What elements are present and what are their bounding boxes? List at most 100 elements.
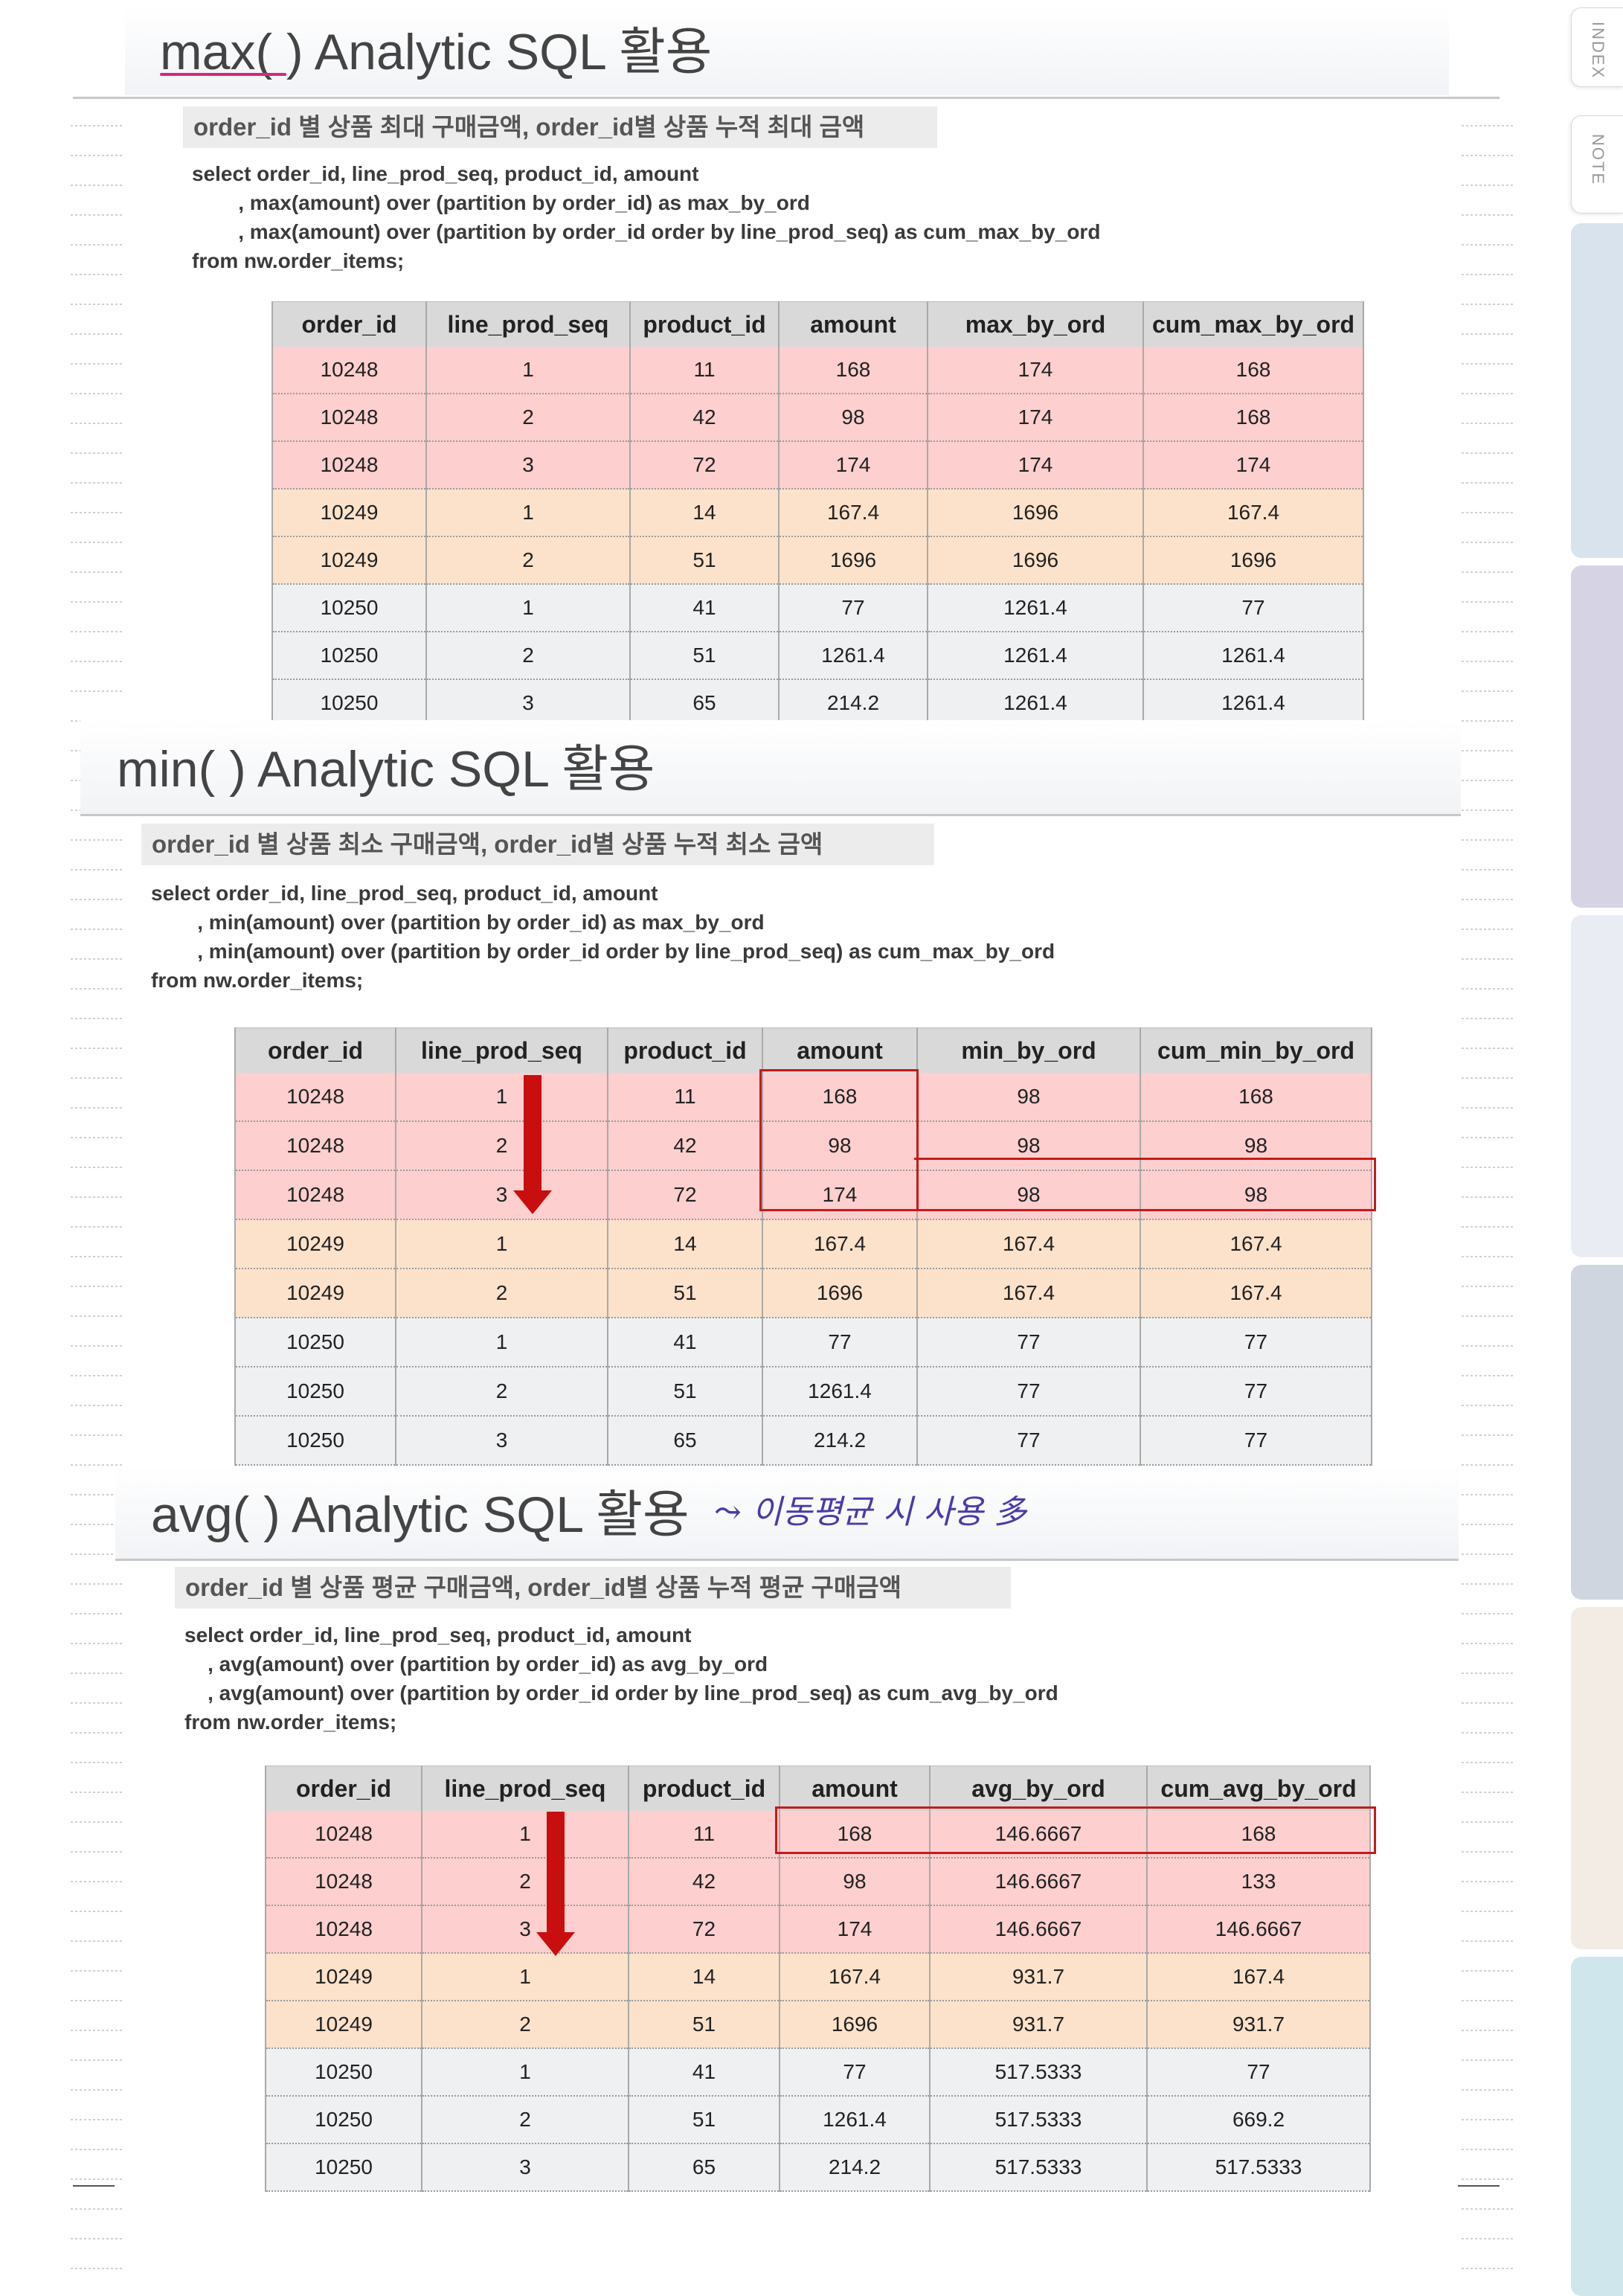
- table-cell: 931.7: [929, 1953, 1148, 2001]
- table-cell: 1: [425, 489, 631, 537]
- table-cell: 98: [1140, 1121, 1372, 1171]
- note-arrow-icon: ⤳: [714, 1493, 752, 1531]
- table-cell: 1: [395, 1219, 608, 1269]
- sql-line: , min(amount) over (partition by order_i…: [151, 940, 1055, 963]
- table-row: 10248 1 11 168 98 168: [234, 1073, 1372, 1122]
- section-title: max( ) Analytic SQL 활용: [160, 24, 713, 80]
- table-cell: 1: [421, 1811, 629, 1859]
- table-cell: 168: [778, 347, 928, 394]
- section-subtitle: order_id 별 상품 평균 구매금액, order_id별 상품 누적 평…: [175, 1567, 1011, 1609]
- result-table: order_id line_prod_seq product_id amount min…: [234, 1027, 1372, 1466]
- table-cell: 669.2: [1146, 2096, 1371, 2144]
- table-cell: 1696: [778, 536, 928, 585]
- table-cell: 77: [1140, 1416, 1372, 1466]
- column-header: line_prod_seq: [425, 301, 631, 347]
- table-row: 10248 1 11 168 146.6667 168: [265, 1811, 1371, 1859]
- table-cell: 2: [425, 394, 631, 442]
- column-header: order_id: [271, 301, 427, 347]
- table-cell: 98: [1140, 1170, 1372, 1220]
- table-cell: 3: [421, 1905, 629, 1954]
- sql-line: select order_id, line_prod_seq, product_…: [192, 162, 699, 185]
- table-cell: 3: [395, 1170, 608, 1220]
- table-cell: 146.6667: [929, 1905, 1148, 1954]
- table-cell: 2: [395, 1269, 608, 1318]
- highlight-min-box: [914, 1158, 1376, 1211]
- table-cell: 1261.4: [1142, 632, 1364, 680]
- table-cell: 77: [762, 1318, 918, 1367]
- table-cell: 77: [916, 1367, 1141, 1417]
- table-row: 10250 3 65 214.2 517.5333 517.5333: [265, 2143, 1371, 2192]
- table-cell: 77: [1142, 584, 1364, 632]
- sql-query: select order_id, line_prod_seq, product_…: [192, 159, 1100, 275]
- table-row: 10249 1 14 167.4 931.7 167.4: [265, 1953, 1371, 2001]
- table-cell: 10249: [271, 489, 427, 537]
- tab-beige[interactable]: [1571, 1607, 1623, 1949]
- table-cell: 77: [916, 1318, 1141, 1367]
- table-cell: 174: [779, 1905, 931, 1954]
- table-row: 10250 1 41 77 1261.4 77: [271, 584, 1364, 632]
- section-subtitle: order_id 별 상품 최대 구매금액, order_id별 상품 누적 최…: [183, 106, 937, 148]
- table-cell: 10248: [271, 441, 427, 490]
- table-cell: 168: [1140, 1073, 1372, 1122]
- table-cell: 931.7: [929, 2001, 1148, 2049]
- table-cell: 65: [628, 2143, 780, 2192]
- tab-note[interactable]: NOTE: [1571, 115, 1623, 214]
- table-cell: 2: [425, 536, 631, 585]
- table-cell: 77: [1146, 2048, 1371, 2097]
- table-cell: 174: [762, 1170, 918, 1220]
- table-cell: 3: [425, 679, 631, 728]
- sql-line: , avg(amount) over (partition by order_i…: [184, 1681, 1058, 1705]
- table-cell: 1: [395, 1073, 608, 1122]
- table-cell: 1261.4: [779, 2096, 931, 2144]
- table-row: 10250 2 51 1261.4 1261.4 1261.4: [271, 632, 1364, 680]
- table-cell: 98: [916, 1170, 1141, 1220]
- section-band: [125, 7, 1449, 95]
- table-cell: 10248: [234, 1121, 396, 1171]
- column-header: amount: [762, 1027, 918, 1073]
- table-cell: 77: [1140, 1367, 1372, 1417]
- sql-line: , min(amount) over (partition by order_i…: [151, 911, 765, 934]
- sql-line: , avg(amount) over (partition by order_i…: [184, 1652, 768, 1675]
- highlight-amount-box: [759, 1069, 919, 1211]
- table-row: 10249 1 14 167.4 167.4 167.4: [234, 1219, 1372, 1269]
- table-cell: 77: [778, 584, 928, 632]
- right-margin-guide: [1462, 97, 1514, 2292]
- column-header: max_by_ord: [927, 301, 1144, 347]
- table-cell: 3: [421, 2143, 629, 2192]
- table-cell: 98: [762, 1121, 918, 1171]
- table-row: 10248 2 42 98 174 168: [271, 394, 1364, 442]
- table-cell: 1696: [762, 1269, 918, 1318]
- title-underline-mark: [160, 73, 286, 76]
- column-header: amount: [778, 301, 928, 347]
- table-cell: 3: [395, 1416, 608, 1466]
- table-header-row: order_id line_prod_seq product_id amount max…: [271, 301, 1364, 347]
- table-row: 10250 2 51 1261.4 77 77: [234, 1367, 1372, 1417]
- table-cell: 10248: [271, 347, 427, 394]
- page-end-mark-left: [73, 2185, 115, 2187]
- table-cell: 72: [607, 1170, 763, 1220]
- tab-lavender[interactable]: [1571, 565, 1623, 908]
- table-cell: 2: [425, 632, 631, 680]
- column-header: cum_max_by_ord: [1142, 301, 1364, 347]
- table-cell: 10250: [265, 2048, 422, 2097]
- table-cell: 98: [916, 1073, 1141, 1122]
- section-rule: [80, 814, 1461, 816]
- table-cell: 65: [607, 1416, 763, 1466]
- tab-blue[interactable]: [1571, 223, 1623, 558]
- tab-pale-blue[interactable]: [1571, 915, 1623, 1257]
- table-cell: 214.2: [778, 679, 928, 728]
- table-cell: 10248: [234, 1073, 396, 1122]
- tab-index[interactable]: INDEX: [1571, 7, 1623, 87]
- tab-teal[interactable]: [1571, 1957, 1623, 2296]
- sql-query: select order_id, line_prod_seq, product_…: [184, 1620, 1058, 1737]
- table-cell: 1261.4: [1142, 679, 1364, 728]
- tab-index-label: INDEX: [1589, 22, 1607, 80]
- table-cell: 1261.4: [927, 679, 1144, 728]
- table-cell: 168: [1146, 1811, 1371, 1859]
- tab-slate[interactable]: [1571, 1265, 1623, 1600]
- sql-line: , max(amount) over (partition by order_i…: [192, 191, 810, 214]
- table-cell: 168: [1142, 347, 1364, 394]
- table-cell: 1696: [927, 536, 1144, 585]
- table-cell: 10249: [265, 1953, 422, 2001]
- table-cell: 214.2: [762, 1416, 918, 1466]
